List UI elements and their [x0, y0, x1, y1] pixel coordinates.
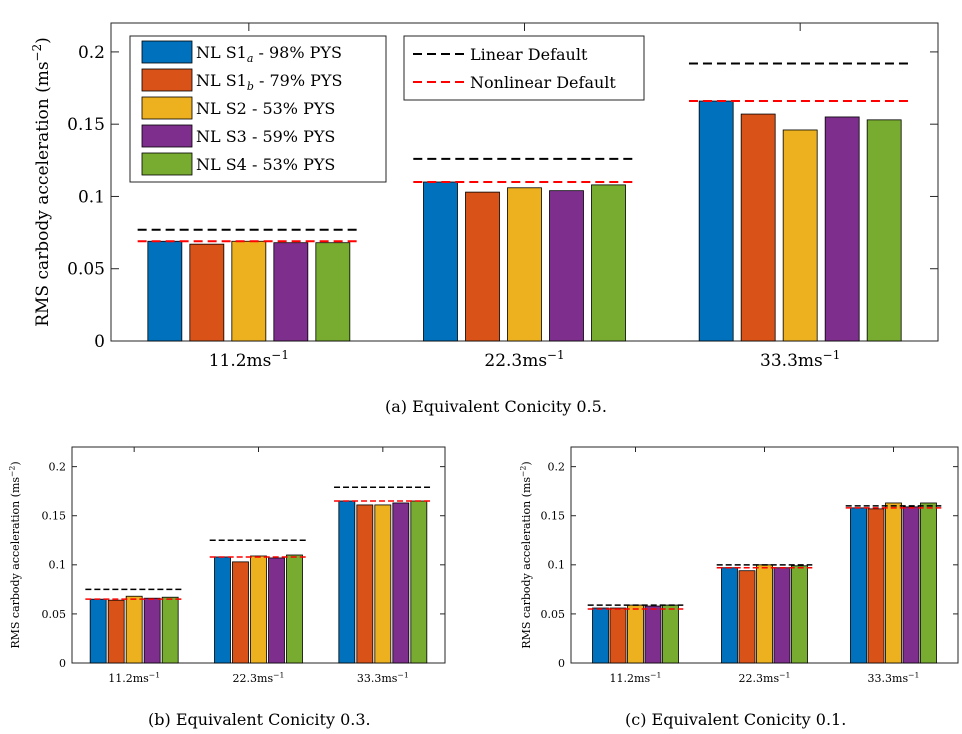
bar [250, 555, 267, 664]
x-tick-label: 22.3ms−1 [233, 670, 285, 685]
bar [662, 604, 679, 664]
legend-swatch [141, 68, 193, 92]
bar [920, 502, 937, 664]
bar [591, 184, 626, 342]
y-tick-label: 0.1 [78, 187, 105, 207]
x-tick-label: 11.2ms−1 [610, 670, 662, 685]
y-tick-label: 0.15 [541, 510, 566, 523]
legend-swatch [141, 96, 193, 120]
legend-line-label: Nonlinear Default [470, 73, 616, 92]
bar [738, 570, 756, 664]
bar [143, 597, 161, 664]
bar [773, 567, 791, 664]
bar [89, 598, 107, 664]
y-tick-label: 0.1 [548, 559, 566, 572]
bar [356, 504, 374, 664]
bar [592, 607, 609, 664]
bar [850, 507, 867, 664]
y-axis-label: RMS carbody acceleration (ms−2) [7, 461, 22, 648]
legend-line-label: Linear Default [470, 45, 588, 64]
bar [147, 240, 183, 342]
bar [214, 556, 231, 664]
legend-lines: Linear Default Nonlinear Default [403, 35, 645, 101]
legend-series-label: NL S3 - 59% PYS [196, 127, 335, 146]
x-tick-label: 33.3ms−1 [760, 348, 840, 371]
legend-swatch [141, 152, 193, 176]
bar [232, 561, 249, 664]
y-axis-label: RMS carbody acceleration (ms−2) [30, 37, 53, 327]
caption-a: (a) Equivalent Conicity 0.5. [385, 397, 607, 416]
legend-series-label: NL S4 - 53% PYS [196, 155, 335, 174]
x-tick-label: 11.2ms−1 [108, 670, 160, 685]
caption-c: (c) Equivalent Conicity 0.1. [625, 710, 847, 729]
bar [423, 181, 458, 342]
legend-swatch [141, 124, 193, 148]
y-tick-label: 0 [59, 657, 66, 670]
x-tick-label: 33.3ms−1 [357, 670, 409, 685]
bar [756, 564, 773, 664]
bar [374, 504, 392, 664]
bar [740, 113, 776, 342]
x-tick-label: 11.2ms−1 [209, 348, 289, 371]
legend-series: NL S1a - 98% PYS NL S1b - 79% PYS NL S2 - … [129, 35, 387, 183]
y-tick-label: 0.2 [548, 460, 566, 473]
bar [627, 604, 644, 664]
legend-series-label: NL S2 - 53% PYS [196, 99, 335, 118]
legend-lines-box [403, 35, 645, 101]
y-tick-label: 0.2 [49, 460, 67, 473]
bar [791, 565, 808, 664]
x-tick-label: 22.3ms−1 [739, 670, 791, 685]
chart-panel-c: 0 0.05 0.1 0.15 0.2 11.2ms−1 22.3ms−1 33.3ms−1 R… [518, 446, 959, 685]
y-axis-label: RMS carbody acceleration (ms−2) [518, 461, 533, 648]
bar [315, 242, 351, 342]
y-tick-label: 0.05 [67, 260, 105, 280]
bar [410, 500, 428, 664]
x-tick-label: 33.3ms−1 [868, 670, 920, 685]
bar [465, 191, 500, 342]
legend-series-label: NL S1b - 79% PYS [196, 71, 342, 93]
bar [866, 119, 902, 342]
y-tick-label: 0.2 [78, 43, 105, 63]
y-tick-label: 0.1 [49, 559, 67, 572]
bar [824, 116, 860, 342]
bar [549, 190, 584, 342]
bar [507, 187, 542, 342]
legend-series-label: NL S1a - 98% PYS [196, 43, 342, 65]
bar [107, 599, 125, 664]
legend-swatch [141, 40, 193, 64]
x-tick-label: 22.3ms−1 [484, 348, 564, 371]
y-tick-label: 0 [558, 657, 565, 670]
y-tick-label: 0.05 [541, 608, 566, 621]
bar [782, 129, 818, 342]
bar [286, 554, 303, 664]
bar [721, 567, 738, 664]
y-tick-label: 0.05 [42, 608, 67, 621]
bar [867, 508, 885, 664]
bar [644, 605, 662, 664]
bar [885, 502, 902, 664]
y-tick-label: 0 [94, 332, 105, 352]
bar [125, 595, 143, 664]
y-tick-label: 0.15 [67, 115, 105, 135]
bar [268, 557, 285, 664]
y-tick-label: 0.15 [42, 510, 67, 523]
bar [392, 502, 410, 664]
bar [161, 596, 179, 664]
bar [273, 242, 309, 342]
chart-panel-a: 0 0.05 0.1 0.15 0.2 11.2ms−1 22.3ms−1 33.3ms−1 R… [30, 22, 939, 371]
bar [902, 506, 920, 664]
chart-panel-b: 0 0.05 0.1 0.15 0.2 11.2ms−1 22.3ms−1 33.3ms−1 R… [7, 446, 446, 685]
bar [609, 607, 627, 664]
bar [231, 240, 267, 342]
bar [338, 500, 356, 664]
caption-b: (b) Equivalent Conicity 0.3. [148, 710, 371, 729]
bar [189, 243, 225, 342]
bar [698, 100, 734, 342]
